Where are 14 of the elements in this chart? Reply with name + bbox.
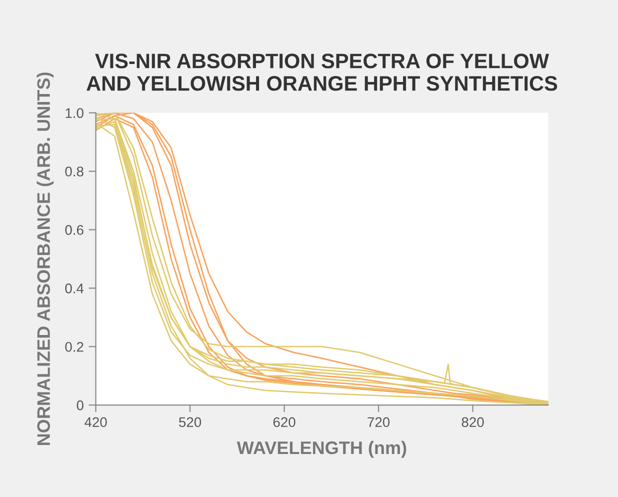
y-tick-label: 0.2 <box>65 342 84 352</box>
y-tick-label: 0.8 <box>65 166 84 176</box>
x-tick-label: 620 <box>273 417 296 428</box>
x-tick-label: 420 <box>84 417 107 428</box>
x-tick-label: 720 <box>368 417 390 428</box>
x-tick-label: 820 <box>462 417 484 428</box>
x-tick-label: 520 <box>179 417 202 428</box>
y-tick-label: 0 <box>76 400 84 410</box>
y-axis-title: NORMALIZED ABSORBANCE (ARB. UNITS) <box>36 72 54 445</box>
y-tick-label: 0.6 <box>65 225 84 235</box>
y-tick-label: 1.0 <box>66 108 84 118</box>
x-axis-title: WAVELENGTH (nm) <box>236 440 406 458</box>
y-tick-label: 0.4 <box>65 283 84 294</box>
chart-title: VIS-NIR ABSORPTION SPECTRA OF YELLOW AND YELLOWISH ORANGE HPHT SYNTHETICS <box>86 54 558 91</box>
